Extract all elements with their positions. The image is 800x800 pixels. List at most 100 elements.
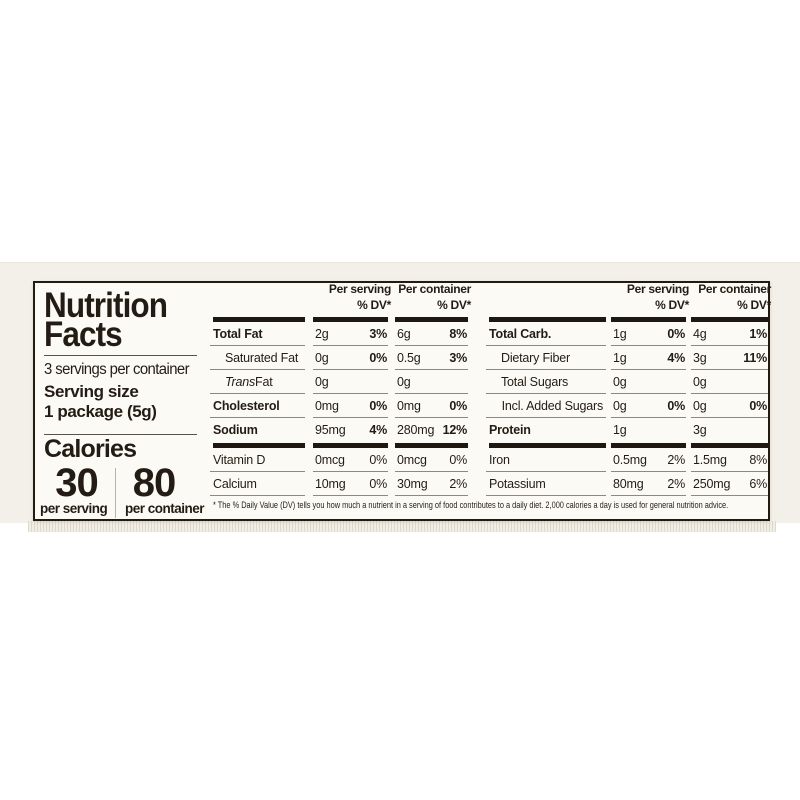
serving-amount: 95mg bbox=[315, 423, 346, 437]
serving-column-cell: 1g 0% bbox=[611, 322, 686, 346]
column-header-spacer bbox=[486, 283, 609, 316]
thick-bar-segment bbox=[691, 442, 768, 448]
header-line: % DV* bbox=[357, 298, 391, 312]
container-daily-value: 0% bbox=[449, 452, 467, 467]
per-container-header: Per container % DV* bbox=[694, 283, 771, 316]
nutrient-row: Total Fat 2g 3% 6g 8% bbox=[210, 322, 471, 346]
thick-bar bbox=[313, 316, 388, 322]
daily-value-footnote: * The % Daily Value (DV) tells you how m… bbox=[213, 500, 729, 510]
container-column-cell: 280mg 12% bbox=[395, 418, 468, 442]
nutrition-facts-label: Nutrition Facts 3 servings per container… bbox=[33, 281, 771, 521]
container-column-cell: 0g 0% bbox=[691, 394, 768, 418]
column-header-row: Per serving % DV* Per container % DV* bbox=[486, 283, 771, 316]
calories-per-container-value: 80 bbox=[132, 461, 177, 505]
nutrient-row: Iron 0.5mg 2% 1.5mg 8% bbox=[486, 448, 771, 472]
per-serving-header: Per serving % DV* bbox=[614, 283, 689, 316]
serving-daily-value: 4% bbox=[369, 423, 387, 437]
serving-column-cell: 0g 0% bbox=[313, 346, 388, 370]
thick-bar-segment bbox=[486, 442, 606, 448]
calories-per-serving: 30 per serving bbox=[38, 463, 116, 518]
container-column-cell: 6g 8% bbox=[395, 322, 468, 346]
container-column-cell: 0g bbox=[395, 370, 468, 394]
container-amount: 0g bbox=[693, 398, 707, 413]
nutrient-row: Vitamin D 0mcg 0% 0mcg 0% bbox=[210, 448, 471, 472]
container-amount: 0.5g bbox=[397, 350, 421, 365]
serving-column-cell: 95mg 4% bbox=[313, 418, 388, 442]
thick-bar bbox=[213, 316, 305, 322]
container-column-cell: 3g 11% bbox=[691, 346, 768, 370]
serving-daily-value: 0% bbox=[667, 398, 685, 413]
serving-column-cell: 0mg 0% bbox=[313, 394, 388, 418]
thick-bar-row bbox=[486, 442, 771, 448]
thick-bar-segment bbox=[313, 442, 388, 448]
serving-daily-value: 0% bbox=[369, 452, 387, 467]
serving-daily-value: 4% bbox=[667, 350, 685, 365]
nutrient-row: Protein 1g 3g bbox=[486, 418, 771, 442]
serving-amount: 1g bbox=[613, 350, 627, 365]
nutrient-name: Dietary Fiber bbox=[486, 346, 606, 370]
serving-daily-value: 2% bbox=[667, 452, 685, 467]
serving-column-cell: 0mcg 0% bbox=[313, 448, 388, 472]
nutrient-row: Calcium 10mg 0% 30mg 2% bbox=[210, 472, 471, 496]
thick-bar bbox=[489, 316, 606, 322]
container-daily-value: 8% bbox=[749, 452, 767, 467]
thick-bar bbox=[611, 442, 686, 448]
thick-bar-segment bbox=[210, 316, 305, 322]
container-daily-value: 1% bbox=[749, 326, 767, 341]
nutrient-name: Cholesterol bbox=[210, 394, 305, 418]
nutrient-name: Saturated Fat bbox=[210, 346, 305, 370]
nutrient-table-carbs-protein: Per serving % DV* Per container % DV* Total … bbox=[486, 283, 771, 496]
nutrient-name: Incl. Added Sugars bbox=[486, 394, 606, 418]
container-amount: 0g bbox=[397, 374, 411, 389]
header-line: Per container bbox=[398, 282, 471, 296]
container-amount: 280mg bbox=[397, 423, 435, 437]
nutrient-row: Trans Fat 0g 0g bbox=[210, 370, 471, 394]
nutrient-row: Saturated Fat 0g 0% 0.5g 3% bbox=[210, 346, 471, 370]
header-line: % DV* bbox=[737, 298, 771, 312]
serving-amount: 0g bbox=[315, 350, 329, 365]
serving-daily-value: 0% bbox=[369, 350, 387, 365]
nutrient-name: Total Carb. bbox=[486, 322, 606, 346]
header-line: Per serving bbox=[328, 282, 391, 296]
nutrient-name: Total Fat bbox=[210, 322, 305, 346]
calories-values: 30 per serving 80 per container bbox=[38, 461, 205, 518]
container-column-cell: 4g 1% bbox=[691, 322, 768, 346]
container-amount: 250mg bbox=[693, 476, 731, 491]
per-container-header: Per container % DV* bbox=[398, 283, 471, 316]
serving-amount: 80mg bbox=[613, 476, 644, 491]
serving-daily-value: 3% bbox=[369, 326, 387, 341]
calories-per-container-label: per container bbox=[125, 501, 205, 516]
serving-column-cell: 0g bbox=[313, 370, 388, 394]
serving-column-cell: 2g 3% bbox=[313, 322, 388, 346]
container-daily-value: 11% bbox=[743, 350, 767, 365]
column-header-row: Per serving % DV* Per container % DV* bbox=[210, 283, 471, 316]
nutrition-facts-title: Nutrition Facts bbox=[44, 286, 189, 352]
column-header-spacer bbox=[210, 283, 308, 316]
serving-column-cell: 10mg 0% bbox=[313, 472, 388, 496]
nutrient-name: Trans Fat bbox=[210, 370, 305, 394]
nutrient-row: Cholesterol 0mg 0% 0mg 0% bbox=[210, 394, 471, 418]
nutrient-row: Incl. Added Sugars 0g 0% 0g 0% bbox=[486, 394, 771, 418]
thick-bar bbox=[489, 442, 606, 448]
thick-bar bbox=[395, 316, 468, 322]
serving-amount: 0g bbox=[613, 374, 627, 389]
calories-per-container: 80 per container bbox=[116, 461, 205, 518]
nutrition-facts-left-panel: Nutrition Facts 3 servings per container… bbox=[35, 283, 205, 519]
thick-bar bbox=[313, 442, 388, 448]
serving-daily-value: 2% bbox=[667, 476, 685, 491]
container-column-cell: 0mcg 0% bbox=[395, 448, 468, 472]
serving-daily-value: 0% bbox=[369, 398, 387, 413]
nutrient-table-fats-minerals: Per serving % DV* Per container % DV* Total … bbox=[210, 283, 471, 496]
serving-amount: 0g bbox=[315, 374, 329, 389]
container-amount: 30mg bbox=[397, 476, 428, 491]
serving-amount: 0mcg bbox=[315, 452, 345, 467]
header-line: Per container bbox=[698, 282, 771, 296]
container-amount: 0g bbox=[693, 374, 707, 389]
title-line-1: Nutrition bbox=[44, 286, 168, 325]
serving-column-cell: 1g 4% bbox=[611, 346, 686, 370]
thick-bar bbox=[691, 442, 768, 448]
serving-amount: 10mg bbox=[315, 476, 346, 491]
serving-daily-value: 0% bbox=[369, 476, 387, 491]
thick-bar-segment bbox=[611, 442, 686, 448]
